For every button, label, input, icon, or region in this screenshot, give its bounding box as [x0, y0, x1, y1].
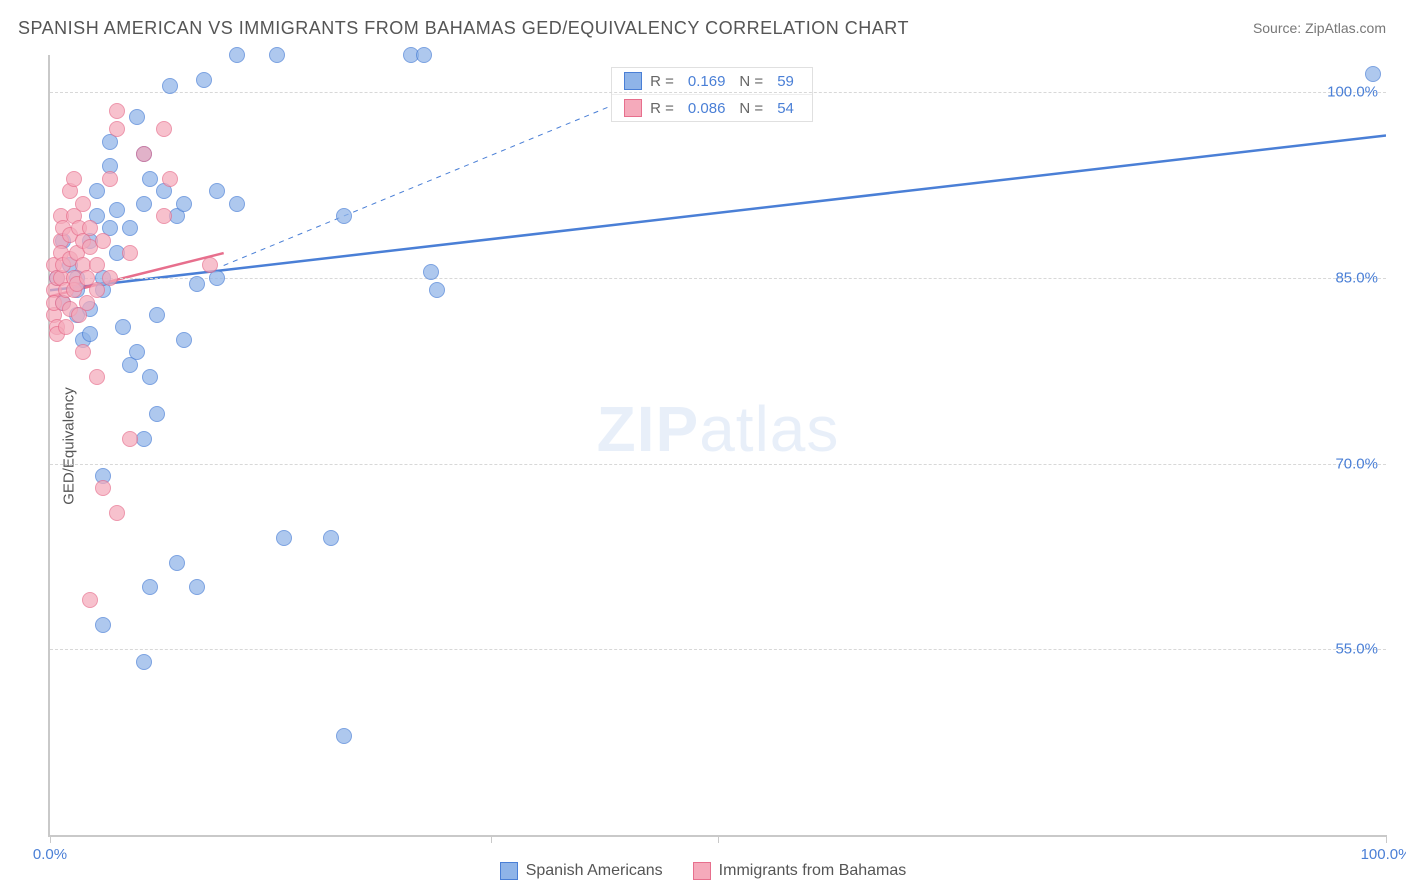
data-point [162, 171, 178, 187]
data-point [136, 146, 152, 162]
data-point [189, 579, 205, 595]
data-point [142, 579, 158, 595]
data-point [122, 220, 138, 236]
data-point [129, 344, 145, 360]
data-point [136, 196, 152, 212]
data-point [156, 121, 172, 137]
data-point [109, 121, 125, 137]
data-point [149, 307, 165, 323]
data-point [122, 245, 138, 261]
data-point [202, 257, 218, 273]
data-point [416, 47, 432, 63]
scatter-plot: ZIPatlas R = 0.169 N = 59 R = 0.086 N = 54 55.0… [48, 55, 1386, 837]
x-tick [50, 835, 51, 843]
data-point [109, 505, 125, 521]
data-point [229, 196, 245, 212]
data-point [109, 202, 125, 218]
data-point [66, 171, 82, 187]
legend-series-label: Spanish Americans [526, 862, 663, 880]
data-point [58, 319, 74, 335]
data-point [176, 196, 192, 212]
legend-item: Spanish Americans [500, 862, 663, 880]
series-legend: Spanish Americans Immigrants from Bahamas [0, 862, 1406, 880]
legend-item: Immigrants from Bahamas [693, 862, 907, 880]
legend-row: R = 0.169 N = 59 [612, 68, 812, 95]
data-point [75, 344, 91, 360]
data-point [89, 257, 105, 273]
legend-row: R = 0.086 N = 54 [612, 95, 812, 121]
y-tick-label: 100.0% [1327, 84, 1378, 101]
data-point [102, 171, 118, 187]
data-point [196, 72, 212, 88]
x-tick-label: 100.0% [1361, 846, 1406, 863]
legend-r-label: R = [650, 100, 674, 117]
y-tick-label: 85.0% [1335, 269, 1378, 286]
data-point [102, 270, 118, 286]
legend-r-value: 0.086 [688, 100, 726, 117]
data-point [276, 530, 292, 546]
source-attribution: Source: ZipAtlas.com [1253, 20, 1386, 36]
data-point [95, 480, 111, 496]
data-point [122, 431, 138, 447]
trend-lines [50, 55, 1386, 835]
data-point [269, 47, 285, 63]
y-tick-label: 55.0% [1335, 641, 1378, 658]
data-point [89, 369, 105, 385]
data-point [82, 592, 98, 608]
legend-n-label: N = [739, 100, 763, 117]
data-point [142, 171, 158, 187]
data-point [109, 103, 125, 119]
legend-n-label: N = [739, 73, 763, 90]
legend-n-value: 59 [777, 73, 794, 90]
legend-swatch [500, 862, 518, 880]
data-point [115, 319, 131, 335]
data-point [209, 183, 225, 199]
x-tick [491, 835, 492, 843]
legend-swatch [693, 862, 711, 880]
data-point [129, 109, 145, 125]
x-tick [1386, 835, 1387, 843]
gridline [50, 649, 1386, 650]
data-point [149, 406, 165, 422]
data-point [89, 183, 105, 199]
data-point [82, 326, 98, 342]
data-point [169, 555, 185, 571]
data-point [423, 264, 439, 280]
x-tick [718, 835, 719, 843]
data-point [142, 369, 158, 385]
legend-swatch [624, 99, 642, 117]
legend-series-label: Immigrants from Bahamas [719, 862, 907, 880]
data-point [176, 332, 192, 348]
y-tick-label: 70.0% [1335, 455, 1378, 472]
data-point [136, 654, 152, 670]
chart-title: SPANISH AMERICAN VS IMMIGRANTS FROM BAHA… [18, 18, 909, 39]
legend-swatch [624, 72, 642, 90]
legend-n-value: 54 [777, 100, 794, 117]
data-point [82, 220, 98, 236]
gridline [50, 464, 1386, 465]
data-point [95, 233, 111, 249]
data-point [429, 282, 445, 298]
data-point [1365, 66, 1381, 82]
data-point [75, 196, 91, 212]
data-point [95, 617, 111, 633]
watermark: ZIPatlas [597, 392, 840, 466]
correlation-legend: R = 0.169 N = 59 R = 0.086 N = 54 [611, 67, 813, 122]
gridline [50, 278, 1386, 279]
data-point [336, 728, 352, 744]
data-point [323, 530, 339, 546]
data-point [89, 282, 105, 298]
x-tick-label: 0.0% [33, 846, 67, 863]
data-point [156, 208, 172, 224]
legend-r-label: R = [650, 73, 674, 90]
data-point [336, 208, 352, 224]
data-point [162, 78, 178, 94]
gridline [50, 92, 1386, 93]
data-point [189, 276, 205, 292]
legend-r-value: 0.169 [688, 73, 726, 90]
data-point [229, 47, 245, 63]
